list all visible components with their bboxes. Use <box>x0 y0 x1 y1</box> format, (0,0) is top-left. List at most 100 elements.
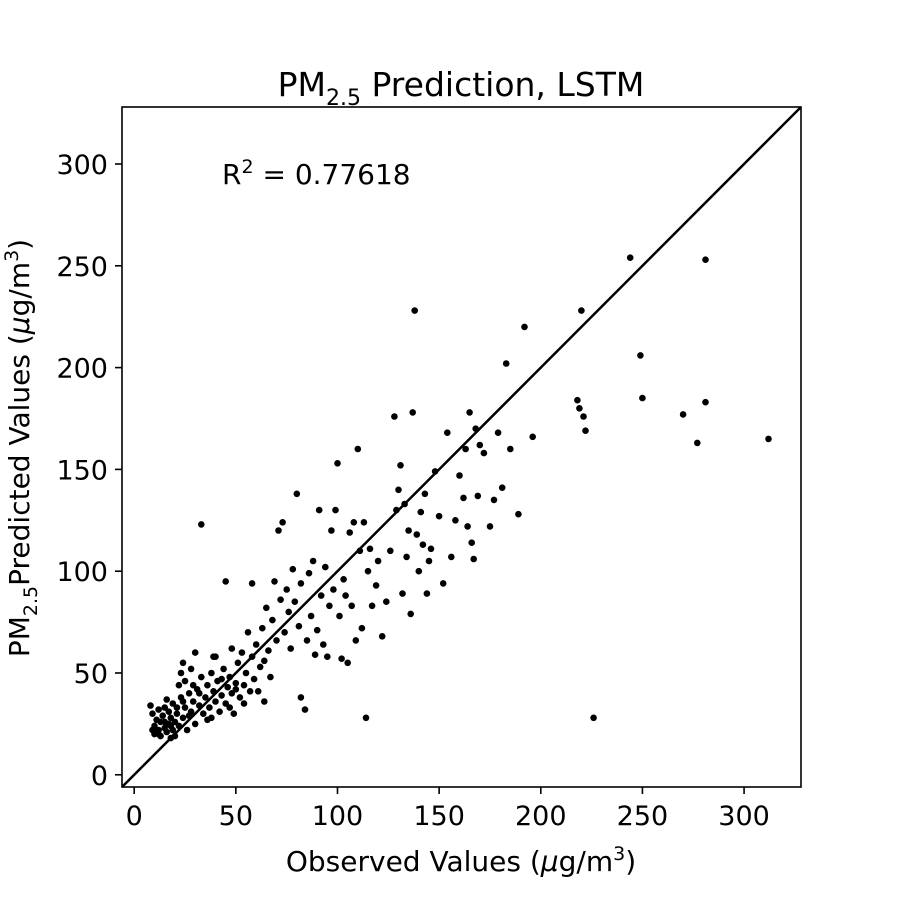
data-point <box>356 547 364 555</box>
data-point <box>297 580 305 587</box>
data-point <box>417 508 425 516</box>
data-point <box>206 704 213 711</box>
y-axis-label-suffix: ) <box>3 239 36 250</box>
data-point <box>468 539 476 546</box>
data-point <box>456 472 463 479</box>
data-point <box>222 700 229 707</box>
data-point <box>242 669 250 677</box>
data-point <box>189 681 197 689</box>
data-point <box>202 694 209 701</box>
data-point <box>338 655 345 662</box>
data-point <box>626 254 634 261</box>
data-point <box>474 492 482 500</box>
ticks-layer: 0 50 100 150 200 250 300 0 50 100 150 200 250 300 <box>56 150 769 832</box>
data-point <box>309 557 317 565</box>
data-point <box>177 669 185 677</box>
chart-title-prefix: PM <box>278 65 326 104</box>
data-point <box>307 612 315 620</box>
data-point <box>407 610 415 618</box>
data-point <box>171 732 179 740</box>
data-point <box>315 506 323 514</box>
data-point <box>185 712 193 719</box>
data-point <box>200 710 207 717</box>
data-point <box>187 665 195 673</box>
data-point <box>342 592 349 599</box>
data-point <box>582 427 589 435</box>
data-point <box>391 413 398 420</box>
data-point <box>578 307 585 314</box>
data-point <box>409 409 417 416</box>
data-point <box>171 718 179 726</box>
data-point <box>639 394 646 402</box>
data-point <box>352 637 360 644</box>
data-point <box>472 425 480 433</box>
data-point <box>159 712 166 719</box>
data-point <box>238 649 246 656</box>
data-point <box>161 718 168 726</box>
data-point <box>411 307 419 314</box>
x-axis-label-unit: g/m <box>559 845 613 878</box>
data-point <box>383 598 390 605</box>
data-point <box>366 545 374 553</box>
data-point <box>210 688 217 695</box>
data-point <box>173 704 181 711</box>
data-point <box>313 626 321 634</box>
plot-area-frame <box>121 106 802 788</box>
data-point <box>507 445 514 453</box>
data-point <box>220 665 227 673</box>
data-point <box>679 411 687 418</box>
data-point <box>254 688 262 695</box>
data-point <box>198 673 205 681</box>
data-point <box>344 659 352 667</box>
data-point <box>289 565 297 573</box>
data-point <box>240 681 248 689</box>
data-point <box>460 494 467 502</box>
x-tick-label: 250 <box>617 801 669 832</box>
data-point <box>419 541 427 548</box>
points-layer <box>147 254 772 742</box>
data-point <box>326 602 333 610</box>
data-point <box>250 675 258 683</box>
data-point <box>173 710 181 717</box>
data-point <box>175 722 183 730</box>
data-point <box>328 527 335 534</box>
data-point <box>765 435 772 443</box>
data-point <box>287 645 295 652</box>
data-point <box>374 557 382 565</box>
data-point <box>259 624 266 632</box>
data-point <box>226 673 233 681</box>
data-point <box>204 681 211 689</box>
data-point <box>218 675 225 683</box>
y-axis-label-superscript: 3 <box>1 250 23 262</box>
x-axis-label: Observed Values (μg/m3) <box>286 843 636 878</box>
data-point <box>147 702 154 709</box>
data-point <box>515 510 522 518</box>
data-point <box>265 647 272 654</box>
data-point <box>421 490 429 498</box>
data-point <box>297 694 305 701</box>
y-tick-label: 0 <box>91 761 108 792</box>
data-point <box>232 679 240 687</box>
data-point <box>466 409 473 416</box>
data-point <box>427 545 435 553</box>
y-tick-label: 150 <box>56 455 108 486</box>
identity-reference-line <box>121 106 802 788</box>
data-point <box>261 657 268 665</box>
data-point <box>226 704 233 711</box>
data-point <box>340 576 347 583</box>
data-point <box>486 523 494 530</box>
data-point <box>368 602 376 610</box>
y-axis-label-unit: g/m <box>3 262 36 316</box>
data-point <box>444 429 451 437</box>
data-point <box>348 602 356 610</box>
data-point <box>204 716 211 724</box>
data-point <box>415 567 423 575</box>
data-point <box>362 714 370 722</box>
data-point <box>494 429 502 437</box>
data-point <box>354 445 362 453</box>
data-point <box>208 669 215 677</box>
y-axis-label: PM2.5Predicted Values (μg/m3) <box>1 239 42 657</box>
r-squared-superscript: 2 <box>241 156 253 178</box>
